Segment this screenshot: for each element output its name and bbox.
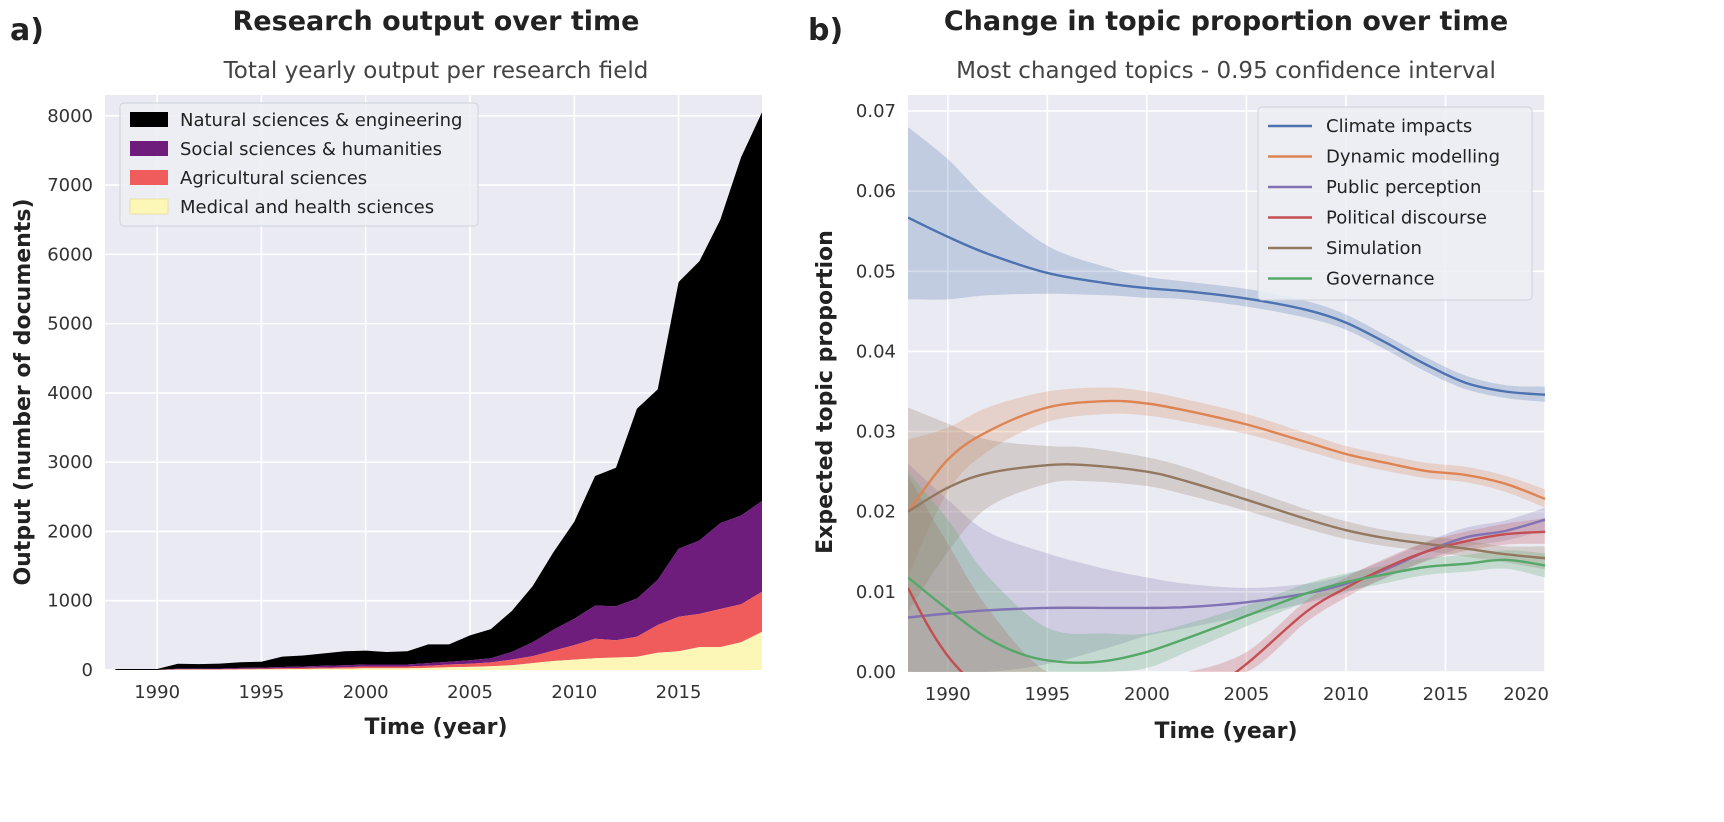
x-tick-label: 1995 bbox=[1024, 684, 1070, 705]
y-tick-label: 0.02 bbox=[856, 502, 896, 523]
x-tick-label: 2000 bbox=[1124, 684, 1170, 705]
panel-b-y-ticks: 0.00 0.01 0.02 0.03 0.04 0.05 0.06 0.07 bbox=[856, 101, 896, 683]
x-tick-label: 2010 bbox=[1323, 684, 1369, 705]
legend-swatch-agricultural-sciences bbox=[130, 170, 168, 185]
panel-a-x-axis-label: Time (year) bbox=[364, 715, 507, 740]
panel-b-confidence-bands bbox=[908, 127, 1545, 672]
panel-a-letter: a) bbox=[10, 13, 44, 48]
panel-b-letter: b) bbox=[808, 13, 843, 48]
y-tick-label: 7000 bbox=[47, 175, 93, 196]
y-tick-label: 5000 bbox=[47, 314, 93, 335]
panel-b-title: Change in topic proportion over time bbox=[944, 6, 1508, 37]
ci-band-climate-impacts bbox=[908, 127, 1545, 402]
y-tick-label: 0.05 bbox=[856, 261, 896, 282]
panel-a-y-axis-label: Output (number of documents) bbox=[11, 198, 36, 585]
legend-swatch-natural-sciences-and-engineering bbox=[130, 112, 168, 127]
x-tick-label: 2000 bbox=[343, 682, 389, 703]
x-tick-label: 1995 bbox=[239, 682, 285, 703]
y-tick-label: 0 bbox=[82, 660, 93, 681]
panel-b-subtitle: Most changed topics - 0.95 confidence in… bbox=[956, 58, 1496, 84]
line-governance bbox=[908, 558, 1545, 664]
legend-swatch-social-sciences-and-humanities bbox=[130, 141, 168, 156]
panel-b-lines bbox=[908, 216, 1545, 672]
x-tick-label: 2020 bbox=[1503, 684, 1549, 705]
legend-label-political-discourse: Political discourse bbox=[1326, 208, 1487, 229]
panel-a-subtitle: Total yearly output per research field bbox=[223, 58, 649, 84]
panel-a-legend-box bbox=[119, 102, 479, 227]
y-tick-label: 3000 bbox=[47, 452, 93, 473]
y-tick-label: 4000 bbox=[47, 383, 93, 404]
y-tick-label: 0.03 bbox=[856, 422, 896, 443]
line-dynamic-modelling bbox=[908, 399, 1545, 513]
area-agricultural-sciences bbox=[115, 591, 762, 670]
panel-b-x-ticks: 1990 1995 2000 2005 2010 2015 2020 bbox=[925, 684, 1549, 705]
area-medical-and-health-sciences bbox=[115, 631, 762, 670]
y-tick-label: 1000 bbox=[47, 591, 93, 612]
line-climate-impacts bbox=[908, 216, 1545, 396]
panel-a: a) Research output over time Total yearl… bbox=[10, 6, 762, 740]
legend-swatch-medical-and-health-sciences bbox=[129, 198, 169, 215]
panel-a-legend: Natural sciences & engineering Social sci… bbox=[119, 102, 479, 227]
legend-label-climate-impacts: Climate impacts bbox=[1326, 116, 1472, 137]
ci-band-political-discourse bbox=[908, 475, 1545, 672]
panel-b-legend-box bbox=[1257, 106, 1533, 301]
ci-band-governance bbox=[908, 471, 1545, 672]
x-tick-label: 2010 bbox=[551, 682, 597, 703]
panel-b-y-axis-label: Expected topic proportion bbox=[813, 230, 838, 554]
panel-b-x-axis-label: Time (year) bbox=[1154, 719, 1297, 744]
line-public-perception bbox=[908, 518, 1545, 619]
line-simulation bbox=[908, 463, 1545, 560]
area-social-sciences-and-humanities bbox=[115, 501, 762, 670]
panel-b-legend: Climate impacts Dynamic modelling Public p… bbox=[1257, 106, 1533, 301]
legend-label-social-sciences-and-humanities: Social sciences & humanities bbox=[180, 139, 442, 160]
x-tick-label: 2015 bbox=[656, 682, 702, 703]
legend-label-dynamic-modelling: Dynamic modelling bbox=[1326, 147, 1500, 168]
x-tick-label: 2015 bbox=[1423, 684, 1469, 705]
ci-band-simulation bbox=[908, 407, 1545, 612]
y-tick-label: 8000 bbox=[47, 106, 93, 127]
line-political-discourse bbox=[908, 530, 1545, 672]
y-tick-label: 0.06 bbox=[856, 181, 896, 202]
legend-label-simulation: Simulation bbox=[1326, 238, 1422, 259]
legend-label-agricultural-sciences: Agricultural sciences bbox=[180, 168, 367, 189]
panel-a-title: Research output over time bbox=[233, 6, 640, 37]
x-tick-label: 1990 bbox=[134, 682, 180, 703]
ci-band-dynamic-modelling bbox=[908, 387, 1545, 576]
legend-label-medical-and-health-sciences: Medical and health sciences bbox=[180, 197, 434, 218]
x-tick-label: 2005 bbox=[1224, 684, 1270, 705]
y-tick-label: 2000 bbox=[47, 521, 93, 542]
panel-a-areas bbox=[115, 112, 762, 670]
ci-band-public-perception bbox=[908, 463, 1545, 672]
legend-label-public-perception: Public perception bbox=[1326, 177, 1481, 198]
panel-a-x-ticks: 1990 1995 2000 2005 2010 2015 bbox=[134, 682, 701, 703]
x-tick-label: 2005 bbox=[447, 682, 493, 703]
y-tick-label: 0.07 bbox=[856, 101, 896, 122]
y-tick-label: 0.01 bbox=[856, 582, 896, 603]
panel-b: b) Change in topic proportion over time … bbox=[808, 6, 1549, 744]
panel-a-y-ticks: 0 1000 2000 3000 4000 5000 6000 7000 8000 bbox=[47, 106, 93, 681]
legend-label-natural-sciences-and-engineering: Natural sciences & engineering bbox=[180, 110, 462, 131]
area-natural-sciences-and-engineering bbox=[115, 112, 762, 670]
x-tick-label: 1990 bbox=[925, 684, 971, 705]
y-tick-label: 6000 bbox=[47, 244, 93, 265]
y-tick-label: 0.00 bbox=[856, 662, 896, 683]
y-tick-label: 0.04 bbox=[856, 341, 896, 362]
legend-label-governance: Governance bbox=[1326, 269, 1435, 290]
